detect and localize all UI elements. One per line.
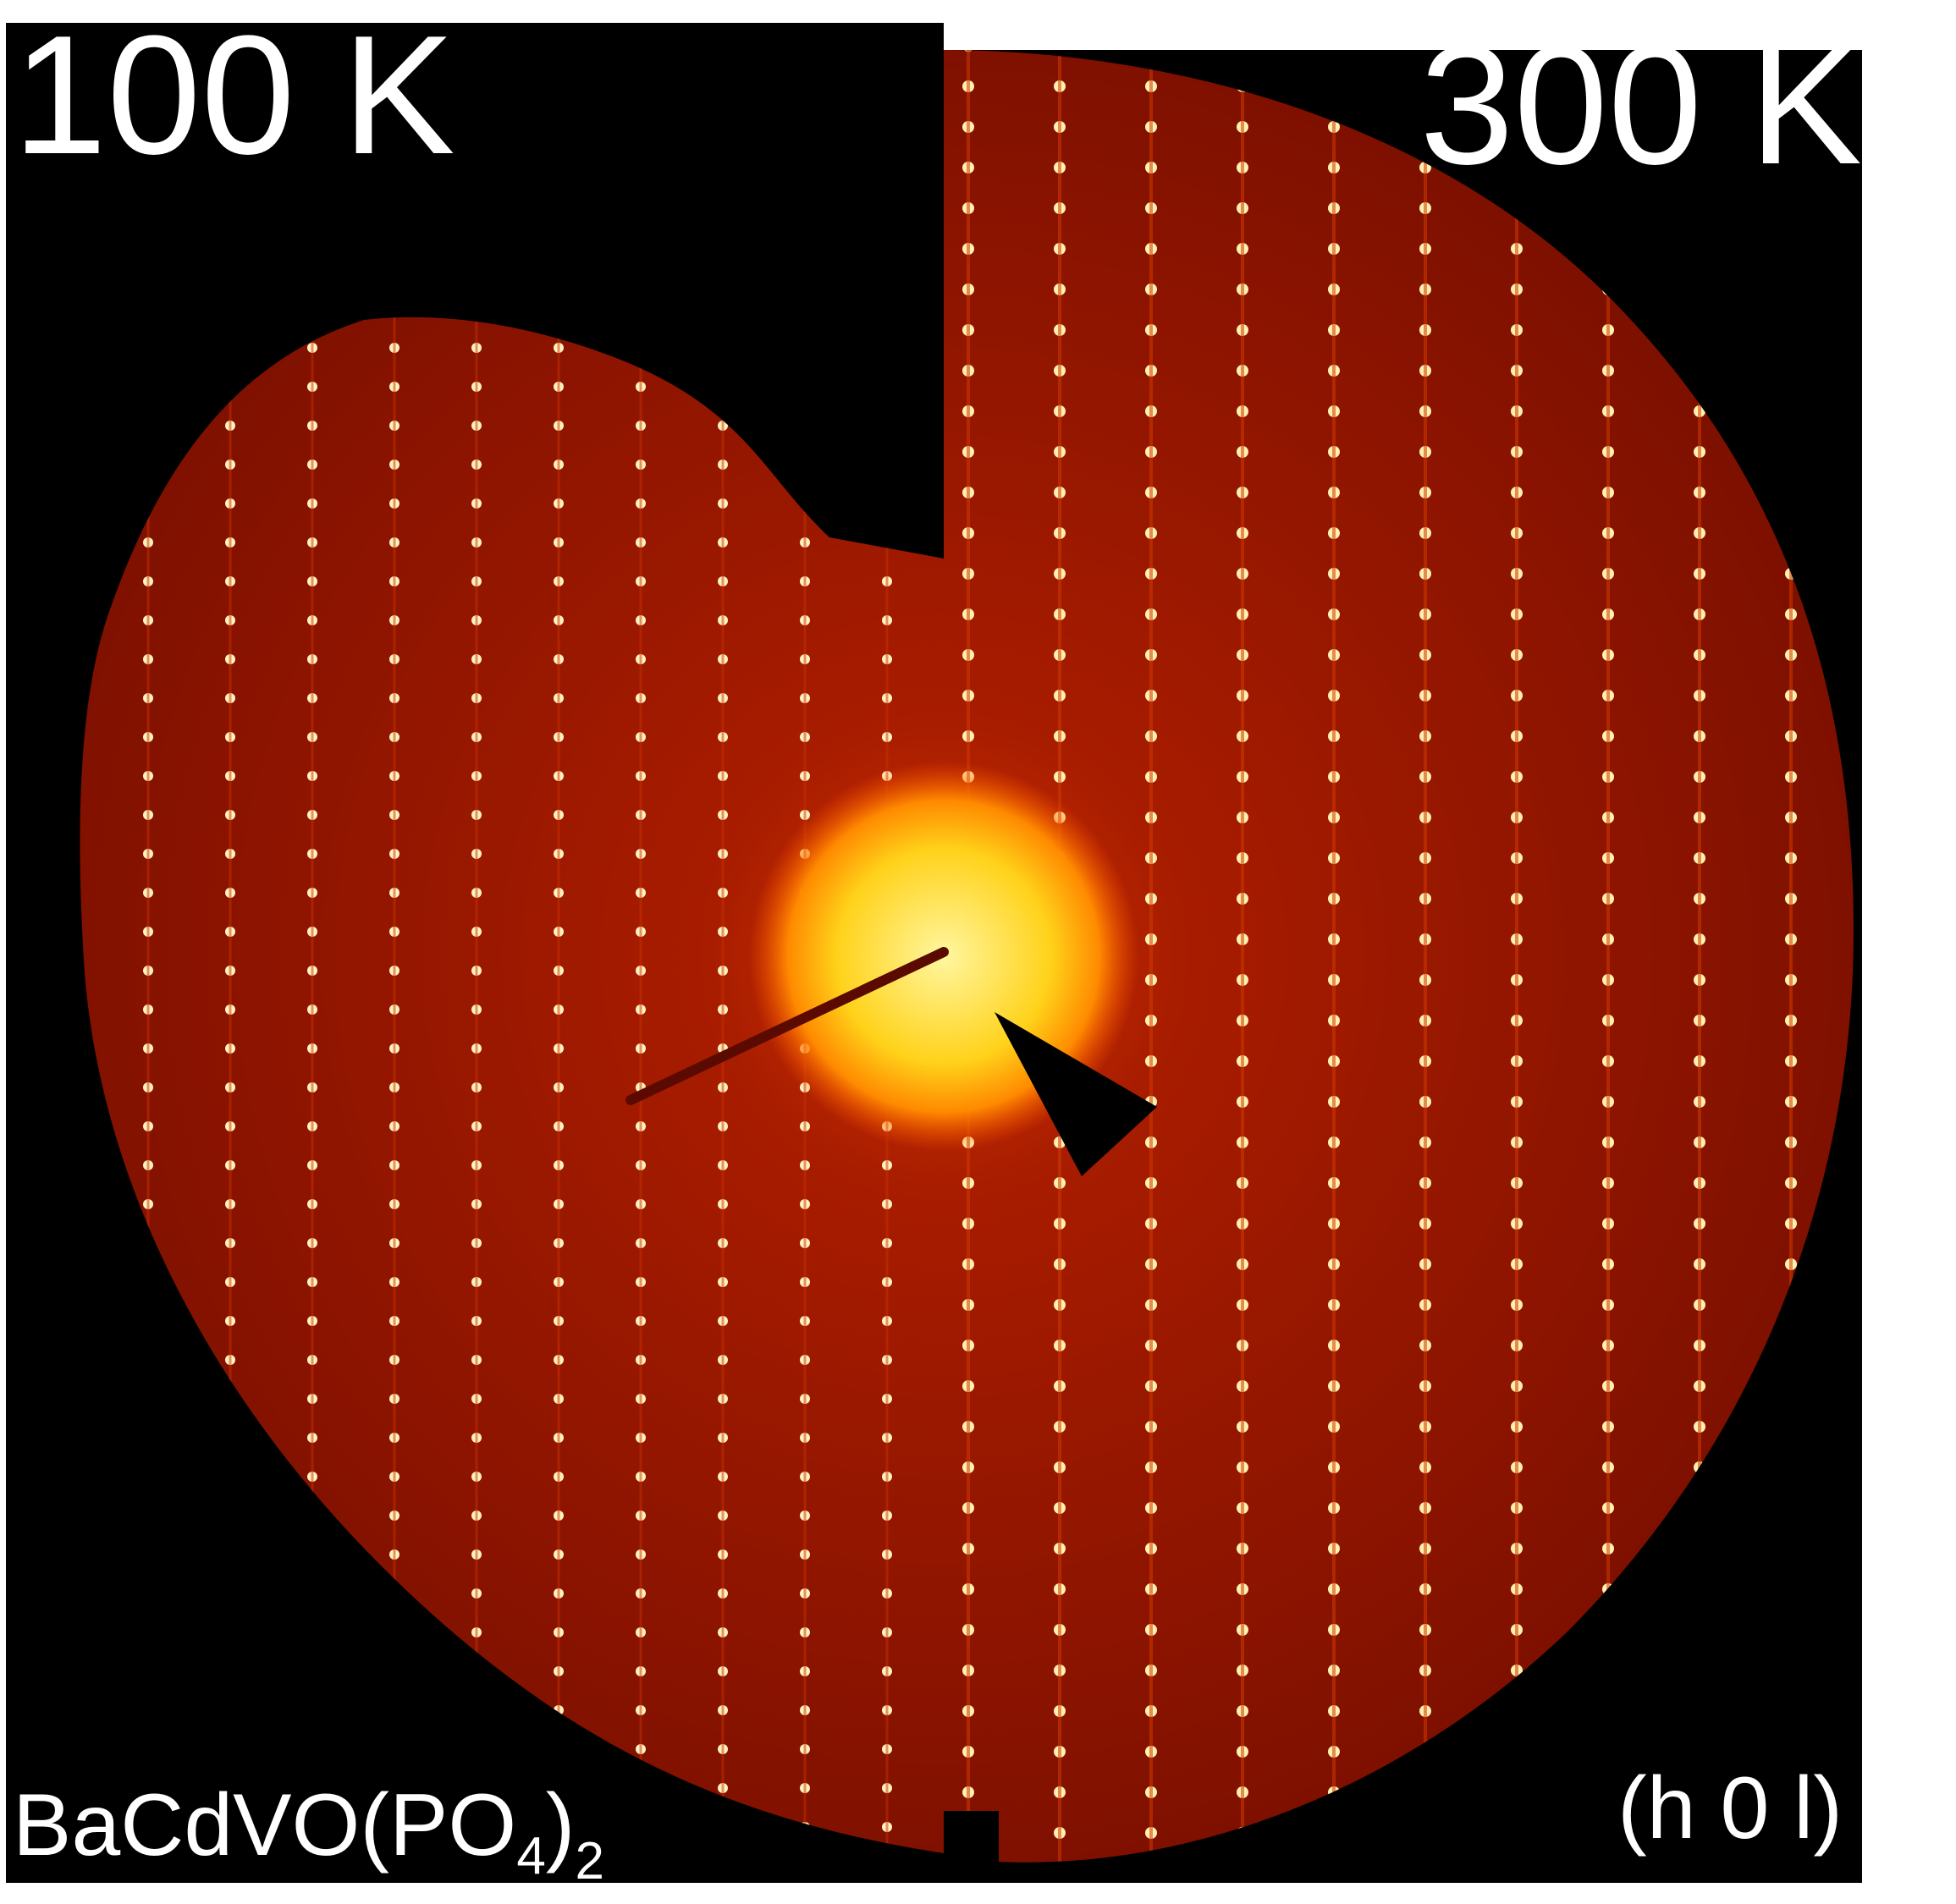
panel-label: 300 K	[1419, 11, 1862, 200]
sample-label: BaCdVO(PO4)2	[13, 1776, 604, 1890]
formula-sub: 4	[516, 1827, 545, 1885]
shadow	[995, 1012, 1157, 1176]
formula-part: )	[546, 1776, 576, 1874]
formula-sub: 2	[575, 1832, 603, 1890]
bragg-spots-left	[80, 316, 944, 1853]
bragg-spots-right	[944, 50, 1854, 1863]
beam-stop	[625, 947, 949, 1105]
plane-label: (h 0 l)	[1617, 1759, 1843, 1857]
formula-part: BaCdVO(PO	[13, 1776, 516, 1874]
panel-label: 100 K	[13, 1, 455, 190]
